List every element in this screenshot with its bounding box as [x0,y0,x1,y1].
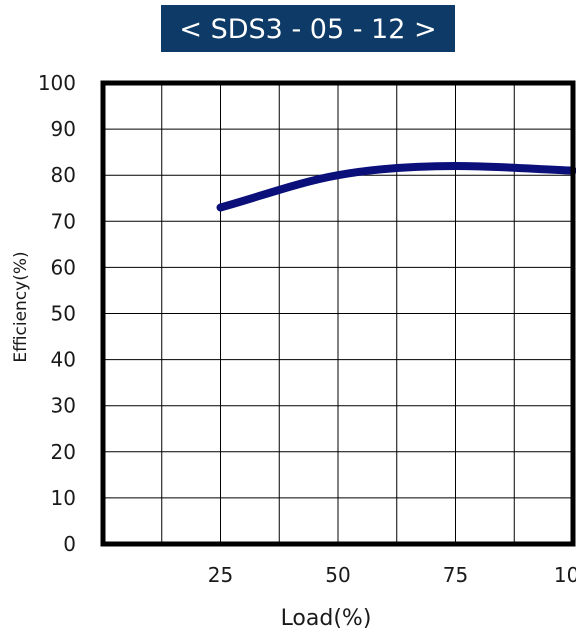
y-axis-label: Efficiency(%) [11,251,31,362]
y-tick-label: 20 [51,440,76,464]
x-tick-label: 75 [443,563,468,587]
tick-layer: 0 10 20 30 40 50 60 70 80 90 100 25 50 75 100 [38,71,576,587]
x-tick-label: 25 [208,563,233,587]
chart-title: < SDS3 - 05 - 12 > [179,14,436,45]
y-tick-label: 50 [51,302,76,326]
efficiency-series-line [216,161,576,212]
y-tick-label: 60 [51,255,76,279]
y-tick-label: 0 [63,532,76,556]
grid-layer [103,83,573,544]
y-tick-label: 80 [51,163,76,187]
x-tick-label: 50 [325,563,350,587]
x-axis-label: Load(%) [281,606,372,631]
y-tick-label: 100 [38,71,76,95]
y-tick-label: 10 [51,486,76,510]
y-tick-label: 70 [51,209,76,233]
chart-title-box [161,5,455,52]
x-tick-label: 100 [554,563,576,587]
plot-frame [100,80,576,547]
series-layer [216,161,576,212]
y-tick-label: 30 [51,394,76,418]
y-tick-label: 40 [51,348,76,372]
y-tick-label: 90 [51,117,76,141]
